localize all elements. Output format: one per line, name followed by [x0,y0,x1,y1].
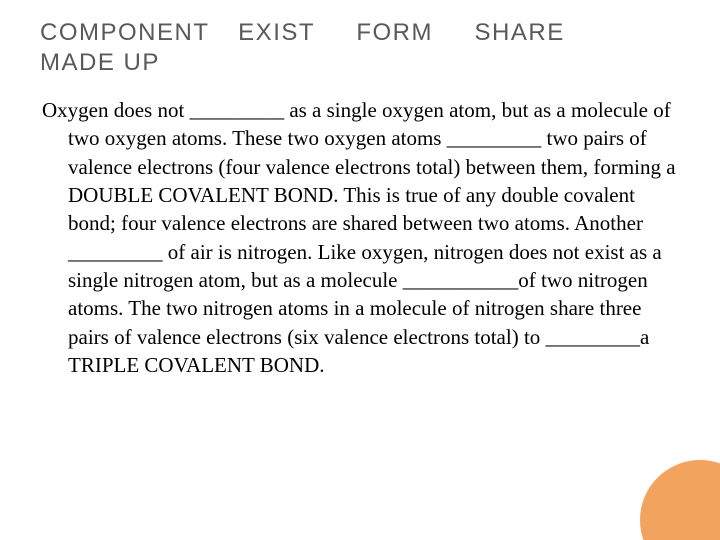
header-word-3: FORM [356,18,466,48]
header-word-4: SHARE [475,18,565,48]
slide: COMPONENT EXIST FORM SHARE MADE UP Oxyge… [0,0,720,540]
header-line2: MADE UP [40,48,680,78]
corner-circle-decoration [640,460,720,540]
header: COMPONENT EXIST FORM SHARE MADE UP [40,18,680,78]
header-word-1: COMPONENT [40,18,230,48]
header-word-2: EXIST [238,18,348,48]
body-text: Oxygen does not _________ as a single ox… [66,96,678,379]
header-line1: COMPONENT EXIST FORM SHARE [40,18,680,48]
